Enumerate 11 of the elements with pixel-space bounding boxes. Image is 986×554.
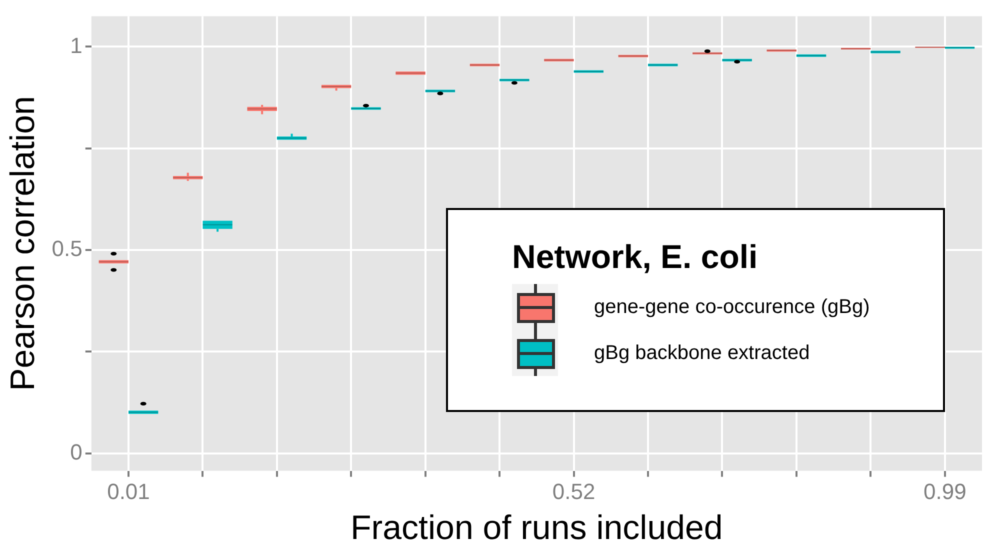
x-tick-label: 0.99 [923,479,966,504]
legend-label: gene-gene co-occurence (gBg) [594,296,870,318]
legend-label: gBg backbone extracted [594,342,810,364]
y-axis-title: Pearson correlation [4,96,42,391]
y-tick-label: 0.5 [52,236,82,262]
x-tick-label: 0.01 [107,479,150,504]
y-tick-label: 0 [70,439,82,464]
legend-title: Network, E. coli [512,238,759,276]
x-axis-title: Fraction of runs included [350,508,723,547]
x-tick-label: 0.52 [552,479,596,504]
y-tick-label: 1 [70,32,82,58]
